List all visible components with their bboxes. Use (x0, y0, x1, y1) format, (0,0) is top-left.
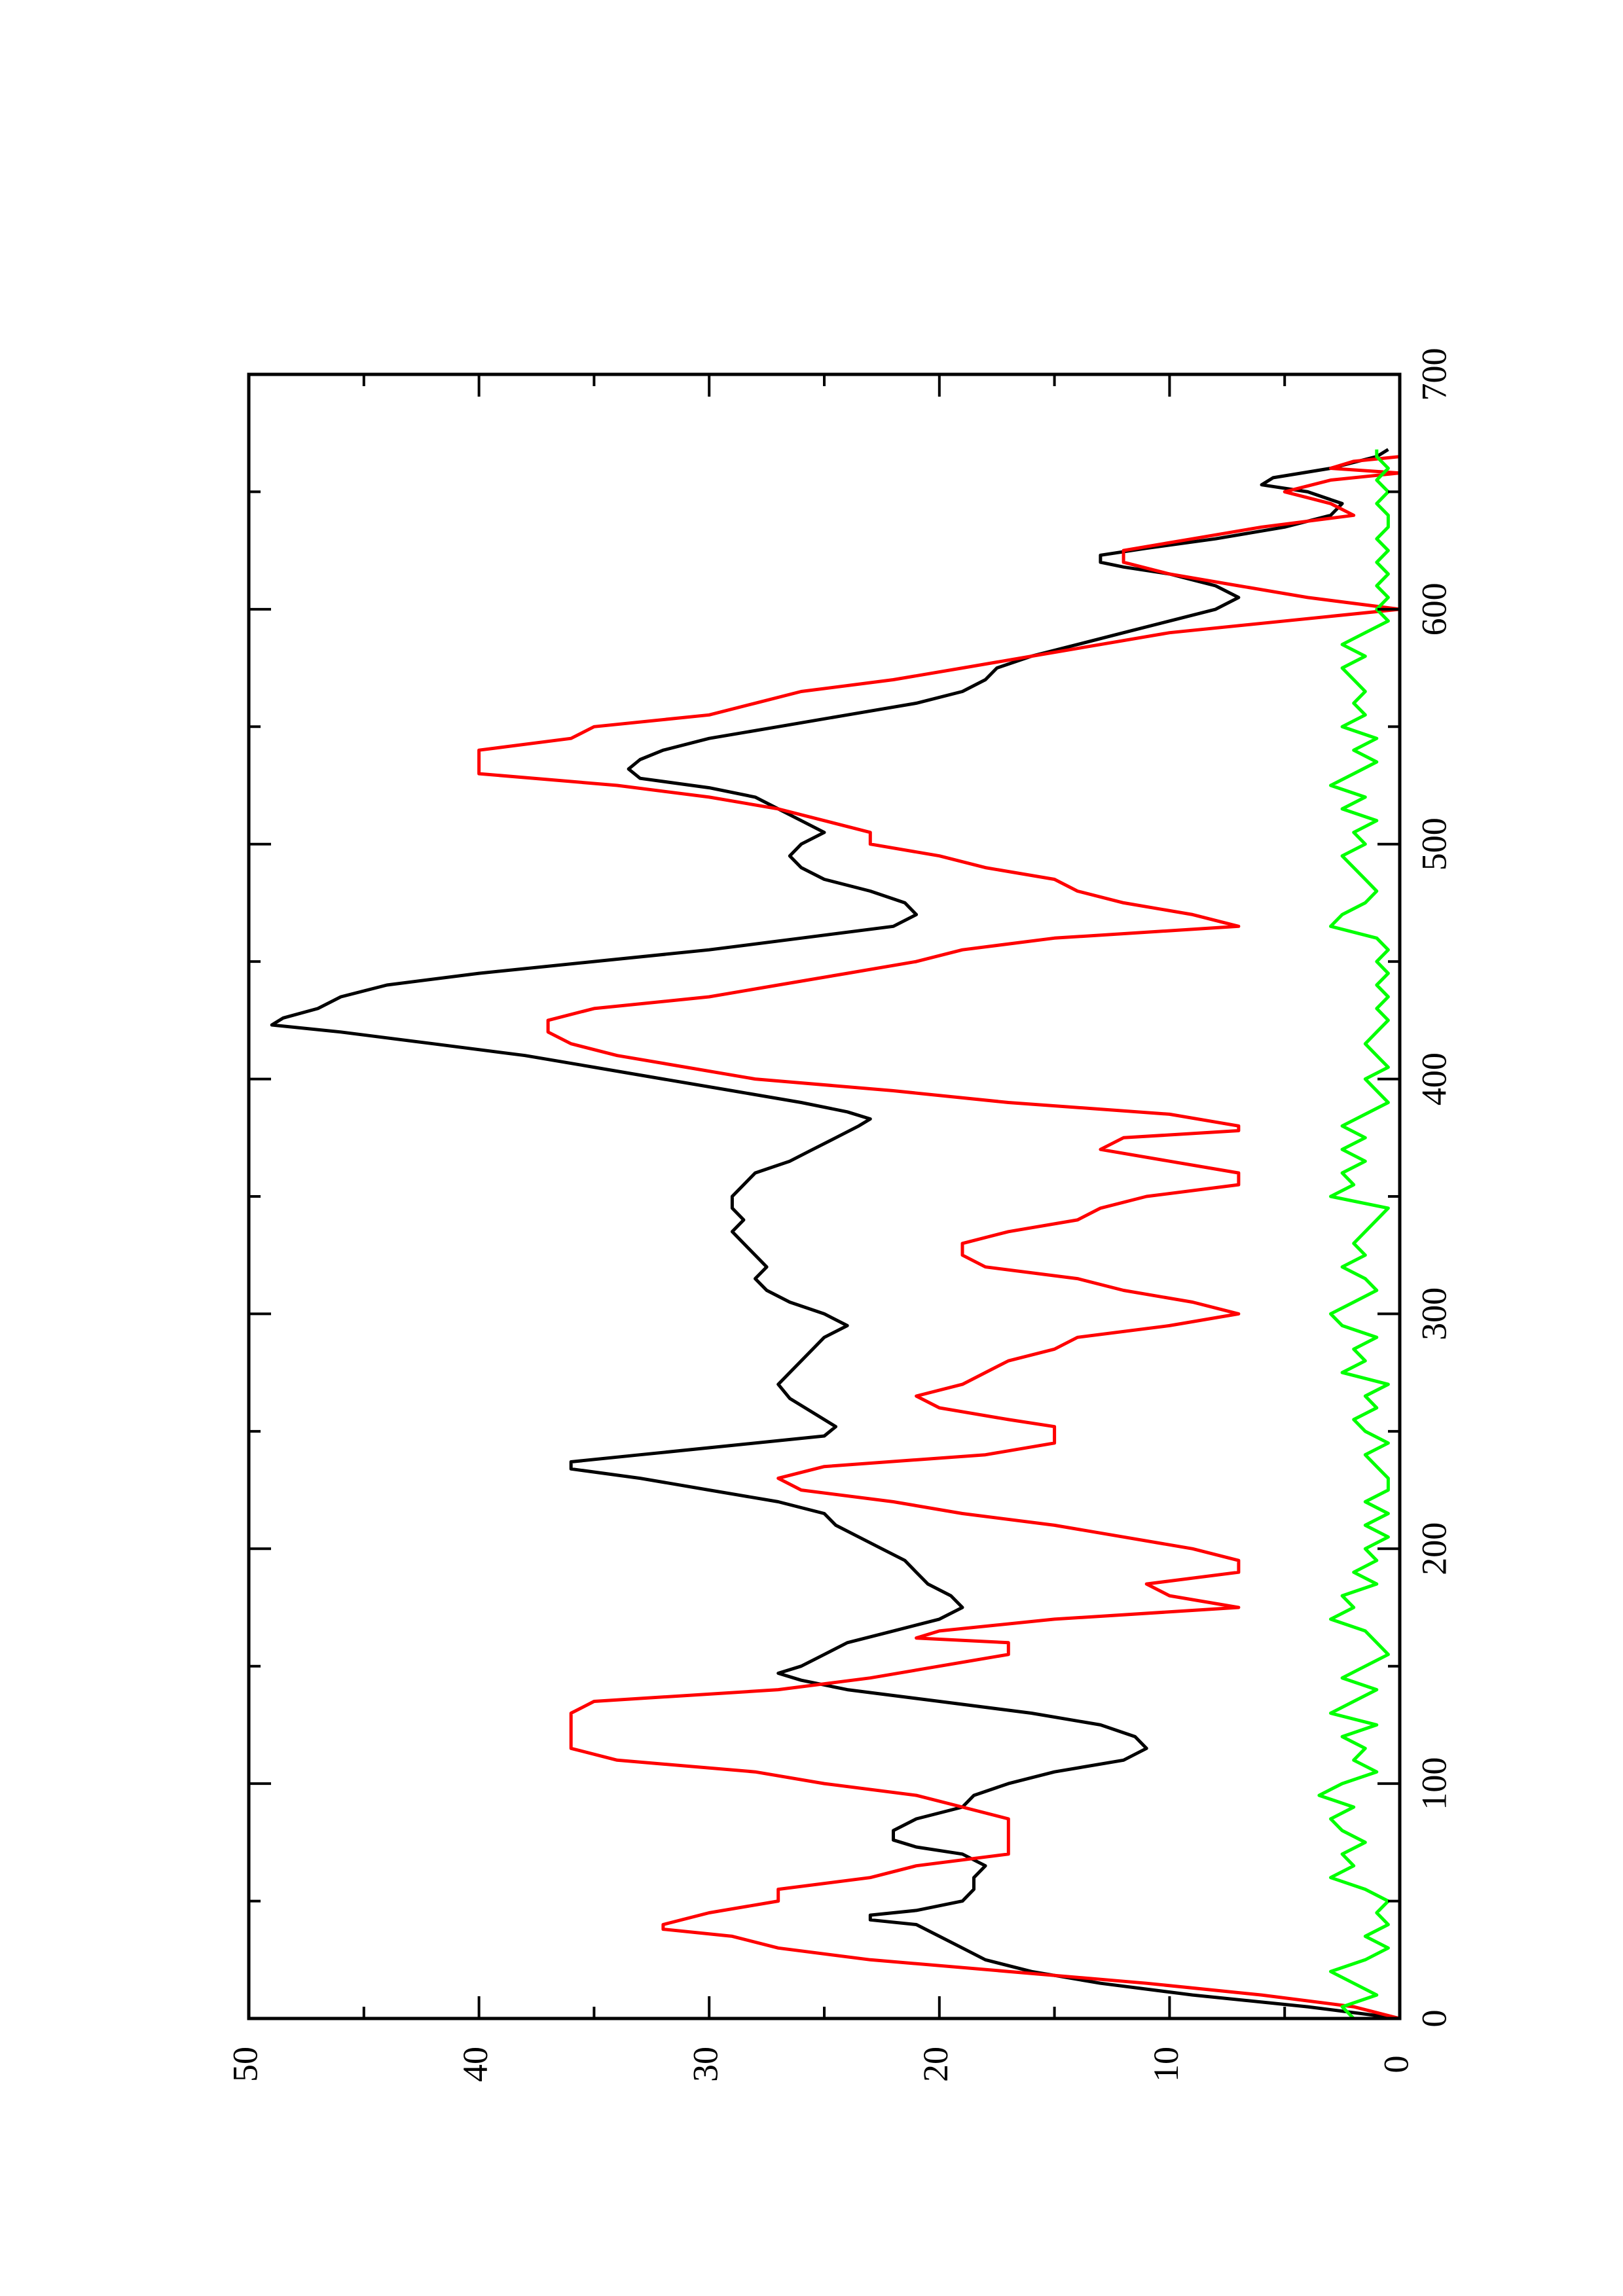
ticks-layer (247, 373, 1401, 2020)
x-tick-label: 500 (1414, 817, 1453, 870)
x-tick-label: 400 (1414, 1052, 1453, 1105)
y-tick-label: 20 (916, 2047, 955, 2082)
series-line-2 (477, 455, 1402, 2020)
series-line-3 (1317, 449, 1390, 2020)
x-tick-label: 300 (1414, 1287, 1453, 1340)
x-tick-label: 700 (1414, 348, 1453, 401)
y-tick-label: 40 (456, 2047, 495, 2082)
x-tick-label: 600 (1414, 583, 1453, 636)
y-tick-label: 50 (225, 2047, 264, 2082)
x-tick-label: 200 (1414, 1522, 1453, 1575)
x-tick-label: 0 (1414, 2010, 1453, 2028)
series-layer (270, 448, 1402, 2020)
tick-labels-layer: 0 100 200 300 400 500 600 700 0 10 20 30 40 50 (225, 348, 1453, 2083)
plot-frame (247, 372, 1402, 2020)
plot-area (247, 372, 1402, 2020)
y-tick-label: 0 (1376, 2056, 1415, 2073)
series-line-1 (270, 448, 1400, 2020)
x-tick-label: 100 (1414, 1757, 1453, 1810)
y-tick-label: 10 (1146, 2047, 1186, 2082)
y-tick-label: 30 (686, 2047, 725, 2082)
